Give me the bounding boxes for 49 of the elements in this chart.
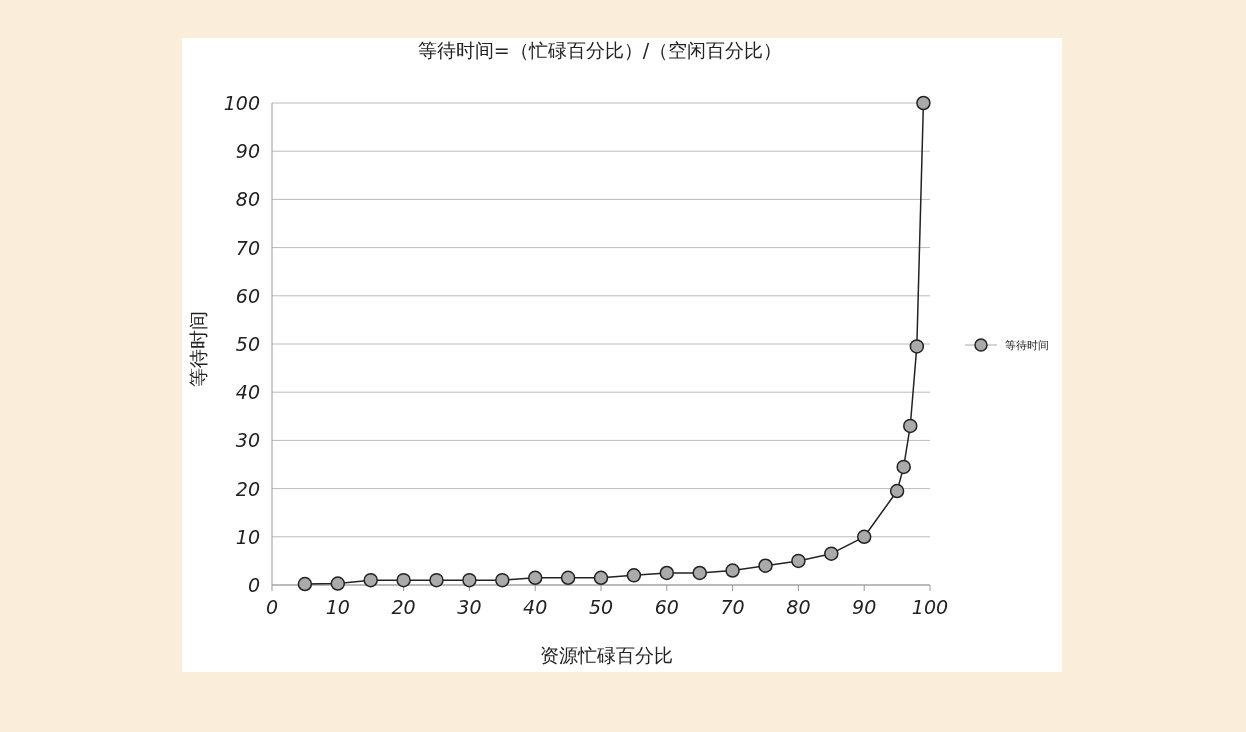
point — [396, 572, 411, 588]
point — [758, 558, 773, 573]
point — [856, 529, 872, 545]
point — [725, 563, 740, 578]
x-tick-label: 60 — [654, 596, 679, 618]
x-tick-label: 80 — [786, 596, 811, 618]
point — [626, 568, 642, 583]
y-tick-label: 40 — [235, 381, 260, 404]
point — [791, 553, 806, 569]
point — [916, 95, 931, 111]
y-tick-label: 10 — [235, 525, 260, 548]
point — [560, 570, 576, 586]
point — [462, 572, 477, 588]
point — [495, 572, 510, 588]
point — [896, 459, 911, 475]
x-tick-label: 100 — [911, 596, 949, 618]
x-tick-label: 90 — [852, 596, 877, 618]
x-tick-label: 70 — [720, 596, 745, 618]
x-tick-label: 50 — [588, 596, 614, 618]
y-tick-label: 50 — [235, 333, 260, 355]
y-axis-title: 等待时间 — [187, 311, 209, 387]
point — [330, 576, 346, 591]
y-tick-label: 20 — [235, 477, 260, 500]
x-tick-label: 40 — [523, 596, 548, 618]
x-tick-label: 0 — [265, 596, 279, 618]
point — [692, 565, 707, 581]
y-tick-label: 70 — [235, 236, 260, 259]
point — [824, 546, 839, 561]
point — [909, 339, 925, 354]
y-tick-label: 90 — [235, 140, 260, 163]
x-tick-label: 30 — [457, 596, 482, 618]
point — [429, 572, 444, 588]
y-tick-label: 0 — [247, 574, 260, 596]
point — [297, 576, 313, 592]
point — [903, 418, 918, 434]
point — [659, 565, 675, 581]
point — [527, 570, 543, 586]
legend-label: 等待时间 — [1005, 339, 1049, 352]
y-tick-label: 100 — [223, 92, 260, 114]
point — [593, 570, 609, 586]
y-tick-label: 80 — [235, 188, 260, 211]
x-axis-title: 资源忙碌百分比 — [539, 644, 673, 666]
y-tick-label: 30 — [235, 429, 260, 452]
point — [363, 572, 378, 588]
x-tick-label: 10 — [325, 596, 350, 618]
point — [889, 483, 905, 499]
chart-title: 等待时间=（忙碌百分比）/（空闲百分比） — [417, 39, 783, 61]
y-tick-label: 60 — [235, 284, 260, 307]
x-tick-label: 20 — [391, 596, 416, 618]
